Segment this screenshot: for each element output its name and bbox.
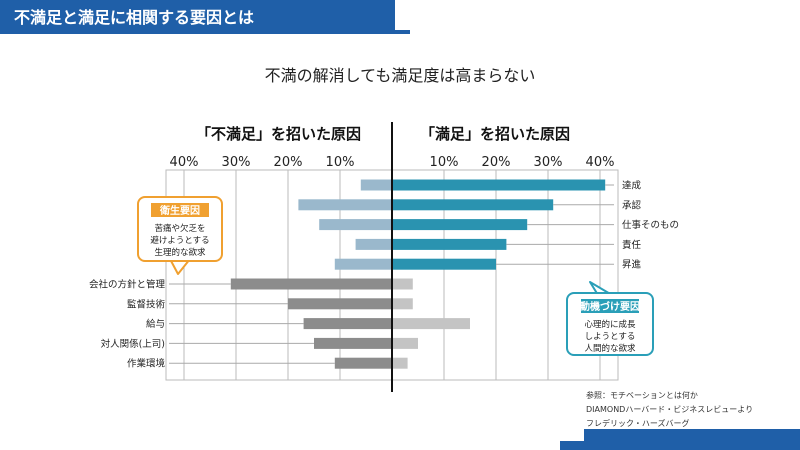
category-label: 達成 <box>622 180 642 192</box>
category-label: 会社の方針と管理 <box>89 279 166 291</box>
page-title: 不満足と満足に相関する要因とは <box>14 8 255 27</box>
motivator-callout-text: 心理的に成長 <box>584 319 636 330</box>
bar-dissatisfaction <box>319 219 392 231</box>
bar-dissatisfaction <box>355 238 392 250</box>
chart-subtitle: 不満の解消しても満足度は高まらない <box>264 66 536 85</box>
bar-dissatisfaction <box>303 318 392 330</box>
bar-dissatisfaction <box>334 258 392 270</box>
hygiene-callout-title-bg <box>151 203 209 217</box>
bar-satisfaction <box>392 179 606 191</box>
x-tick-label-left: 40% <box>170 155 199 170</box>
bar-satisfaction <box>392 357 408 369</box>
bar-dissatisfaction <box>288 298 392 310</box>
category-label: 監督技術 <box>127 298 166 310</box>
motivator-callout-text: 人間的な欲求 <box>584 343 636 354</box>
bar-satisfaction <box>392 278 413 290</box>
bar-dissatisfaction <box>360 179 392 191</box>
header-underline <box>0 30 410 34</box>
bar-dissatisfaction <box>314 337 392 349</box>
bar-satisfaction <box>392 219 528 231</box>
bar-satisfaction <box>392 298 413 310</box>
hygiene-callout-text: 避けようとする <box>150 235 209 246</box>
category-label: 承認 <box>622 199 642 211</box>
motivator-callout-title-bg <box>581 299 639 313</box>
hygiene-callout-text: 苦痛や欠乏を <box>154 223 205 234</box>
x-tick-label-right: 30% <box>534 155 563 170</box>
x-tick-label-right: 20% <box>482 155 511 170</box>
bar-satisfaction <box>392 337 418 349</box>
header-bar <box>0 0 395 30</box>
bar-dissatisfaction <box>230 278 392 290</box>
category-label: 対人関係(上司) <box>101 338 165 350</box>
x-tick-label-left: 10% <box>326 155 355 170</box>
reference-line-1: 参照：モチベーションとは何か <box>586 391 698 400</box>
hygiene-callout-text: 生理的な欲求 <box>154 247 206 258</box>
motivator-callout-text: しようとする <box>585 332 636 342</box>
footer-bar <box>584 429 800 441</box>
left-series-heading: 「不満足」を招いた原因 <box>196 125 362 143</box>
category-label: 責任 <box>622 239 642 251</box>
footer-bar-bottom <box>560 441 800 450</box>
x-tick-label-right: 10% <box>430 155 459 170</box>
right-series-heading: 「満足」を招いた原因 <box>420 125 571 143</box>
reference-line-2: DIAMONDハーバード・ビジネスレビューより <box>586 405 754 414</box>
x-tick-label-left: 20% <box>274 155 303 170</box>
category-label: 仕事そのもの <box>622 219 679 231</box>
bar-dissatisfaction <box>334 357 392 369</box>
hygiene-callout-title: 衛生要因 <box>159 204 200 217</box>
motivator-callout-title: 動機づけ要因 <box>580 300 640 313</box>
bar-dissatisfaction <box>298 199 392 211</box>
category-label: 昇進 <box>622 259 642 271</box>
category-label: 給与 <box>146 318 165 330</box>
category-label: 作業環境 <box>127 358 166 370</box>
x-tick-label-left: 30% <box>222 155 251 170</box>
bar-satisfaction <box>392 199 554 211</box>
bar-satisfaction <box>392 318 470 330</box>
bar-satisfaction <box>392 258 496 270</box>
reference-line-3: フレデリック・ハーズバーグ <box>586 419 690 428</box>
bar-satisfaction <box>392 238 507 250</box>
x-tick-label-right: 40% <box>586 155 615 170</box>
